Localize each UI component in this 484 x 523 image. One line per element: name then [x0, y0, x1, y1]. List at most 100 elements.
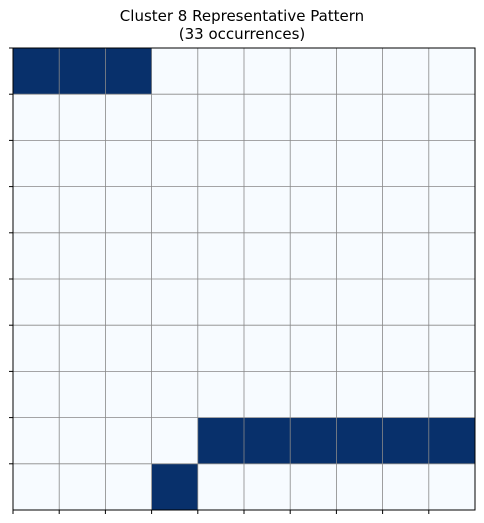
heatmap-cell-r0-c4 [197, 48, 245, 95]
heatmap-cell-r5-c4 [197, 279, 245, 326]
heatmap-cell-r3-c8 [382, 186, 430, 234]
heatmap-cell-r5-c5 [244, 279, 291, 326]
plot-frame [12, 47, 476, 511]
heatmap-cell-r7-c3 [151, 371, 199, 419]
heatmap-cell-r7-c6 [290, 371, 337, 419]
heatmap-cell-r7-c7 [336, 371, 384, 419]
heatmap-cell-r8-c1 [59, 417, 106, 465]
heatmap-cell-r0-c7 [336, 48, 384, 95]
heatmap-cell-r3-c0 [13, 186, 60, 234]
heatmap-cell-r9-c1 [59, 463, 106, 511]
heatmap-cell-r8-c5 [244, 417, 291, 465]
heatmap-cell-r1-c1 [59, 94, 106, 141]
heatmap-cell-r2-c9 [428, 140, 476, 188]
heatmap-cell-r9-c2 [105, 463, 153, 511]
heatmap-cell-r2-c5 [244, 140, 291, 188]
heatmap-cell-r3-c4 [197, 186, 245, 234]
chart-subtitle: (33 occurrences) [178, 25, 306, 43]
heatmap-cell-r3-c1 [59, 186, 106, 234]
chart-title: Cluster 8 Representative Pattern [119, 7, 365, 25]
heatmap-cell-r5-c9 [428, 279, 476, 326]
heatmap-cell-r0-c1 [59, 48, 106, 95]
heatmap-cell-r7-c0 [13, 371, 60, 419]
heatmap-cell-r0-c2 [105, 48, 153, 95]
heatmap-cell-r1-c3 [151, 94, 199, 141]
heatmap-cell-r0-c8 [382, 48, 430, 95]
heatmap-cell-r1-c9 [428, 94, 476, 141]
heatmap-cell-r3-c9 [428, 186, 476, 234]
heatmap-cell-r8-c4 [197, 417, 245, 465]
heatmap-cell-r6-c2 [105, 325, 153, 372]
heatmap-cell-r9-c4 [197, 463, 245, 511]
heatmap-cell-r6-c7 [336, 325, 384, 372]
heatmap-cell-r4-c8 [382, 232, 430, 280]
heatmap-cell-r0-c5 [244, 48, 291, 95]
heatmap-cell-r9-c0 [13, 463, 60, 511]
heatmap-cell-r6-c0 [13, 325, 60, 372]
heatmap-cell-r6-c8 [382, 325, 430, 372]
heatmap-cell-r1-c7 [336, 94, 384, 141]
heatmap-cell-r0-c9 [428, 48, 476, 95]
heatmap-cell-r2-c1 [59, 140, 106, 188]
heatmap-cell-r6-c9 [428, 325, 476, 372]
heatmap-cell-r7-c9 [428, 371, 476, 419]
heatmap-cell-r5-c3 [151, 279, 199, 326]
heatmap-cell-r9-c5 [244, 463, 291, 511]
heatmap-cell-r8-c7 [336, 417, 384, 465]
heatmap-cell-r1-c8 [382, 94, 430, 141]
heatmap-cell-r8-c0 [13, 417, 60, 465]
heatmap-cell-r1-c2 [105, 94, 153, 141]
heatmap-cell-r2-c6 [290, 140, 337, 188]
heatmap-cell-r2-c4 [197, 140, 245, 188]
heatmap-cell-r0-c3 [151, 48, 199, 95]
heatmap-cell-r5-c6 [290, 279, 337, 326]
heatmap-cell-r9-c7 [336, 463, 384, 511]
heatmap-cell-r1-c0 [13, 94, 60, 141]
heatmap-cell-r2-c7 [336, 140, 384, 188]
heatmap-cell-r4-c1 [59, 232, 106, 280]
heatmap-cell-r3-c6 [290, 186, 337, 234]
heatmap-cell-r8-c3 [151, 417, 199, 465]
heatmap-cell-r6-c1 [59, 325, 106, 372]
heatmap-cell-r0-c6 [290, 48, 337, 95]
heatmap-cell-r6-c6 [290, 325, 337, 372]
heatmap-cell-r7-c8 [382, 371, 430, 419]
heatmap-cell-r3-c7 [336, 186, 384, 234]
heatmap-cell-r0-c0 [13, 48, 60, 95]
heatmap-cell-r4-c6 [290, 232, 337, 280]
heatmap-cell-r5-c7 [336, 279, 384, 326]
heatmap-cell-r5-c8 [382, 279, 430, 326]
heatmap-cell-r4-c9 [428, 232, 476, 280]
heatmap-cell-r5-c1 [59, 279, 106, 326]
heatmap-cell-r1-c5 [244, 94, 291, 141]
heatmap-cell-r9-c3 [151, 463, 199, 511]
heatmap-cell-r7-c4 [197, 371, 245, 419]
heatmap-cell-r9-c8 [382, 463, 430, 511]
heatmap-cell-r2-c2 [105, 140, 153, 188]
heatmap-cell-r4-c7 [336, 232, 384, 280]
heatmap-cell-r4-c3 [151, 232, 199, 280]
heatmap-cell-r2-c3 [151, 140, 199, 188]
heatmap-cell-r7-c2 [105, 371, 153, 419]
heatmap-cell-r2-c0 [13, 140, 60, 188]
heatmap-cell-r7-c1 [59, 371, 106, 419]
heatmap-cell-r3-c3 [151, 186, 199, 234]
heatmap-cell-r8-c8 [382, 417, 430, 465]
heatmap-cell-r4-c5 [244, 232, 291, 280]
heatmap-cell-r8-c9 [428, 417, 476, 465]
heatmap-cell-r6-c3 [151, 325, 199, 372]
heatmap-cell-r4-c0 [13, 232, 60, 280]
heatmap-cell-r1-c4 [197, 94, 245, 141]
heatmap-cell-r5-c2 [105, 279, 153, 326]
heatmap-cell-r4-c4 [197, 232, 245, 280]
heatmap-cell-r6-c4 [197, 325, 245, 372]
heatmap-cell-r4-c2 [105, 232, 153, 280]
heatmap-cell-r1-c6 [290, 94, 337, 141]
heatmap-cell-r3-c2 [105, 186, 153, 234]
heatmap-cell-r6-c5 [244, 325, 291, 372]
heatmap-cell-r8-c2 [105, 417, 153, 465]
heatmap-cell-r9-c9 [428, 463, 476, 511]
heatmap-cell-r7-c5 [244, 371, 291, 419]
heatmap-cell-r9-c6 [290, 463, 337, 511]
